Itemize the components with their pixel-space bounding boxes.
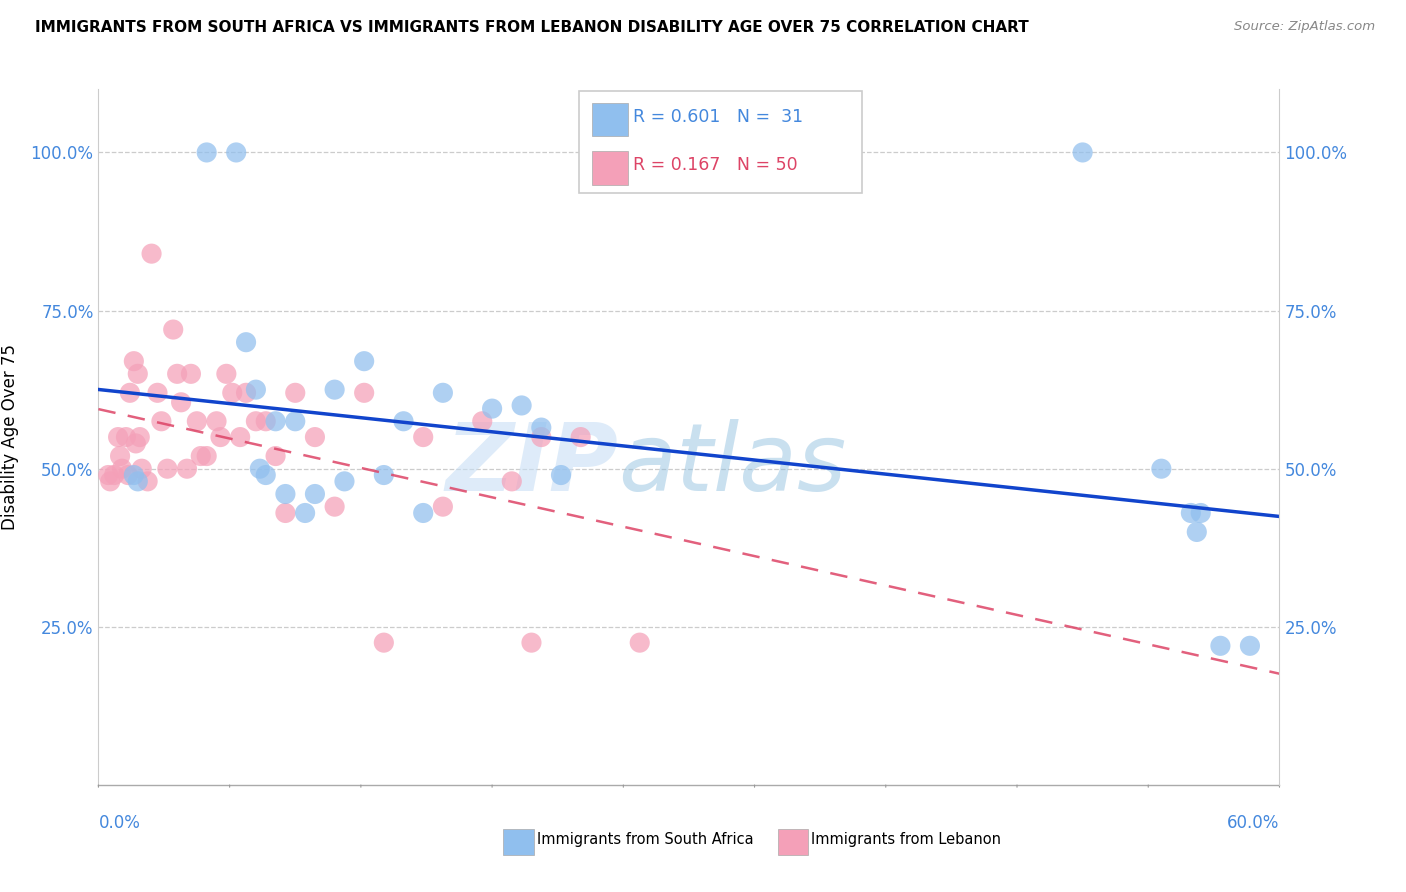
Point	[118, 385, 141, 400]
Point	[373, 635, 395, 649]
Point	[146, 385, 169, 400]
Point	[284, 414, 307, 428]
Point	[235, 385, 257, 400]
Text: IMMIGRANTS FROM SOUTH AFRICA VS IMMIGRANTS FROM LEBANON DISABILITY AGE OVER 75 C: IMMIGRANTS FROM SOUTH AFRICA VS IMMIGRAN…	[35, 20, 1029, 35]
Point	[98, 475, 121, 489]
Point	[1150, 461, 1173, 475]
Point	[245, 383, 267, 397]
Point	[122, 354, 145, 368]
Point	[481, 401, 503, 416]
Point	[221, 385, 243, 400]
Point	[628, 635, 651, 649]
Text: atlas: atlas	[619, 419, 846, 510]
Point	[432, 500, 454, 514]
Point	[111, 461, 134, 475]
Point	[195, 449, 218, 463]
Point	[530, 430, 553, 444]
Point	[235, 335, 257, 350]
Point	[254, 414, 277, 428]
Point	[131, 461, 153, 475]
Point	[274, 506, 297, 520]
Point	[333, 475, 356, 489]
Text: R = 0.601   N =  31: R = 0.601 N = 31	[633, 108, 803, 126]
Point	[125, 436, 148, 450]
Point	[127, 475, 149, 489]
Point	[353, 354, 375, 368]
Point	[353, 385, 375, 400]
Point	[1185, 524, 1208, 539]
Point	[304, 487, 326, 501]
Text: Immigrants from Lebanon: Immigrants from Lebanon	[811, 832, 1001, 847]
Text: ZIP: ZIP	[446, 419, 619, 511]
Point	[103, 468, 125, 483]
Point	[304, 430, 326, 444]
Point	[501, 475, 523, 489]
Point	[127, 367, 149, 381]
Point	[550, 468, 572, 483]
Text: Immigrants from South Africa: Immigrants from South Africa	[537, 832, 754, 847]
Point	[1189, 506, 1212, 520]
Point	[323, 383, 346, 397]
Point	[180, 367, 202, 381]
Point	[254, 468, 277, 483]
Point	[264, 414, 287, 428]
Point	[569, 430, 592, 444]
Point	[520, 635, 543, 649]
Point	[412, 430, 434, 444]
Point	[128, 430, 150, 444]
Point	[1180, 506, 1202, 520]
Point	[205, 414, 228, 428]
Point	[245, 414, 267, 428]
Point	[108, 449, 131, 463]
Text: 0.0%: 0.0%	[98, 814, 141, 831]
Point	[97, 468, 120, 483]
Point	[176, 461, 198, 475]
Point	[432, 385, 454, 400]
Point	[190, 449, 212, 463]
Point	[107, 430, 129, 444]
Point	[323, 500, 346, 514]
Point	[141, 246, 163, 260]
Point	[412, 506, 434, 520]
Point	[170, 395, 193, 409]
Text: R = 0.167   N = 50: R = 0.167 N = 50	[633, 156, 797, 174]
Point	[136, 475, 159, 489]
Point	[1239, 639, 1261, 653]
Point	[294, 506, 316, 520]
Point	[186, 414, 208, 428]
Text: Source: ZipAtlas.com: Source: ZipAtlas.com	[1234, 20, 1375, 33]
Point	[215, 367, 238, 381]
Point	[156, 461, 179, 475]
Point	[117, 468, 139, 483]
Point	[229, 430, 252, 444]
Text: 60.0%: 60.0%	[1227, 814, 1279, 831]
Point	[225, 145, 247, 160]
Point	[392, 414, 415, 428]
Point	[1209, 639, 1232, 653]
Point	[115, 430, 138, 444]
Point	[264, 449, 287, 463]
Point	[195, 145, 218, 160]
Point	[162, 322, 184, 336]
Point	[284, 385, 307, 400]
Point	[209, 430, 232, 444]
Point	[249, 461, 271, 475]
Point	[471, 414, 494, 428]
Point	[166, 367, 188, 381]
Point	[274, 487, 297, 501]
Point	[122, 468, 145, 483]
Point	[510, 399, 533, 413]
Point	[373, 468, 395, 483]
Y-axis label: Disability Age Over 75: Disability Age Over 75	[1, 344, 20, 530]
Point	[1071, 145, 1094, 160]
Point	[530, 420, 553, 434]
Point	[150, 414, 173, 428]
